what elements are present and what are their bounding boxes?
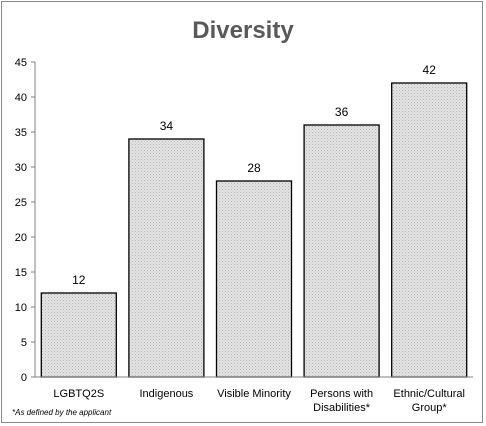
data-label: 28 [247, 161, 261, 175]
x-tick-label: Ethnic/Cultural [393, 388, 465, 400]
x-tick-label: Indigenous [139, 388, 193, 400]
y-tick-label: 15 [15, 267, 27, 279]
y-tick-label: 5 [21, 337, 27, 349]
data-label: 36 [335, 105, 349, 119]
x-axis-labels: LGBTQ2S Indigenous Visible Minority Persons… [53, 388, 465, 414]
x-tick-label: Group* [412, 402, 448, 414]
data-label: 12 [72, 273, 86, 287]
bar [303, 124, 380, 378]
y-tick-label: 0 [21, 372, 27, 384]
data-label: 42 [423, 63, 437, 77]
bar [391, 82, 468, 378]
y-axis: 0 5 10 15 20 25 30 35 40 45 [15, 57, 35, 384]
x-tick-label: Disabilities* [313, 402, 371, 414]
y-tick-label: 25 [15, 197, 27, 209]
data-label: 34 [160, 119, 174, 133]
y-tick-label: 20 [15, 232, 27, 244]
bar [215, 180, 293, 378]
footnote: *As defined by the applicant [12, 408, 112, 417]
bars [40, 82, 468, 378]
chart-title: Diversity [192, 17, 294, 44]
x-tick-label: Persons with [310, 388, 373, 400]
bar [128, 138, 205, 378]
y-tick-label: 45 [15, 57, 27, 69]
data-labels: 12 34 28 36 42 [72, 63, 436, 287]
x-tick-label: Visible Minority [217, 388, 291, 400]
x-tick-label: LGBTQ2S [53, 388, 104, 400]
bar [40, 292, 117, 378]
y-tick-label: 35 [15, 127, 27, 139]
y-tick-label: 30 [15, 162, 27, 174]
y-tick-label: 40 [15, 92, 27, 104]
y-tick-label: 10 [15, 302, 27, 314]
